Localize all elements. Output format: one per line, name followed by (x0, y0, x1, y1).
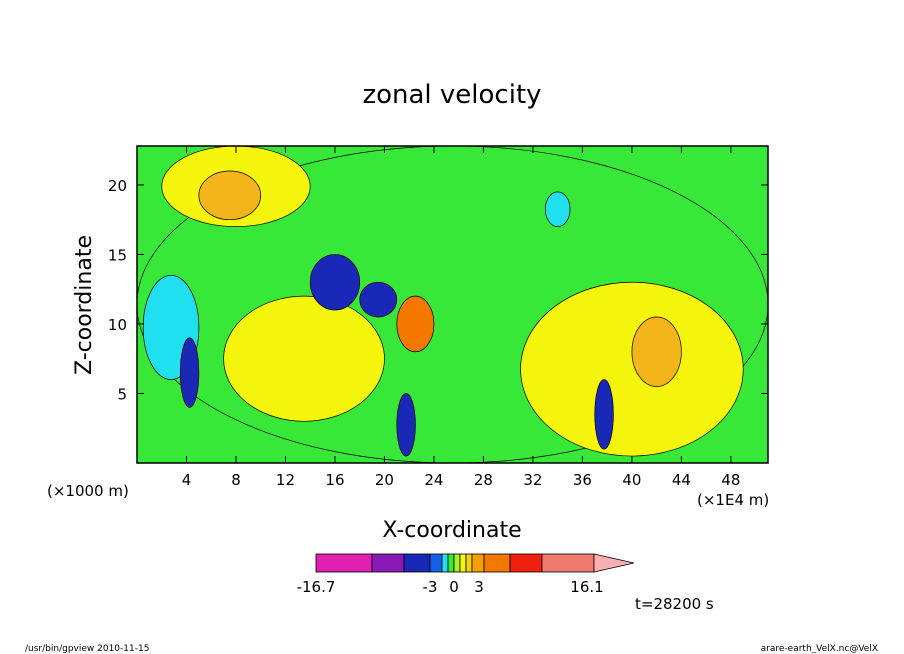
contour-region-orange (396, 295, 435, 353)
x-axis-label: X-coordinate (382, 518, 521, 543)
contour-region-yellow (520, 281, 744, 457)
chart-title: zonal velocity (362, 80, 541, 110)
x-tick-label: 48 (721, 471, 740, 489)
contour-region-light-orange (198, 170, 262, 221)
contour-regions (137, 146, 768, 463)
x-tick-label: 8 (231, 471, 241, 489)
colorbar-cell (459, 553, 467, 573)
x-tick-label: 4 (182, 471, 192, 489)
contour-region-blue (309, 254, 361, 311)
x-tick-label: 44 (672, 471, 691, 489)
plot-frame (136, 145, 769, 464)
colorbar-cell (429, 553, 443, 573)
y-tick-label: 5 (117, 385, 127, 403)
contour-region-blue (396, 393, 416, 457)
colorbar-cell (471, 553, 485, 573)
x-tick-label: 40 (622, 471, 641, 489)
colorbar-cell (465, 553, 473, 573)
contour-region-yellow (223, 295, 385, 422)
colorbar-cell (483, 553, 511, 573)
colorbar-label: 0 (449, 578, 459, 596)
colorbar-arrow (593, 553, 635, 573)
footer-left: /usr/bin/gpview 2010-11-15 (25, 644, 149, 654)
colorbar-cell (441, 553, 449, 573)
y-axis-label: Z-coordinate (72, 235, 97, 375)
colorbar-cell (315, 553, 373, 573)
contour-region-blue (594, 379, 614, 450)
colorbar-label: -3 (423, 578, 438, 596)
colorbar-cell (453, 553, 461, 573)
x-tick-label: 28 (474, 471, 493, 489)
y-tick-label: 15 (108, 246, 127, 264)
colorbar-cell (403, 553, 431, 573)
x-unit-right: (×1E4 m) (697, 491, 769, 509)
contour-region-light-orange (631, 316, 682, 387)
contour-region-blue (179, 337, 200, 408)
contour-region-cyan (544, 191, 571, 227)
y-tick-label: 20 (108, 177, 127, 195)
colorbar-label: 3 (474, 578, 484, 596)
x-axis: 4 8 12 16 20 24 28 32 36 40 44 48 (182, 146, 740, 489)
y-axis: 5 10 15 20 (108, 177, 768, 403)
x-tick-label: 12 (276, 471, 295, 489)
colorbar-cell (541, 553, 595, 573)
colorbar-labels: -16.7 -3 0 3 16.1 (297, 578, 604, 596)
contour-region-blue (359, 281, 398, 318)
x-tick-label: 32 (523, 471, 542, 489)
colorbar (315, 553, 635, 573)
colorbar-cell (371, 553, 405, 573)
x-tick-label: 24 (424, 471, 443, 489)
x-tick-label: 20 (375, 471, 394, 489)
colorbar-cell (509, 553, 543, 573)
colorbar-cell (447, 553, 455, 573)
colorbar-label: 16.1 (570, 578, 603, 596)
x-tick-label: 36 (573, 471, 592, 489)
footer-right: arare-earth_VelX.nc@VelX (761, 644, 878, 654)
time-annotation: t=28200 s (635, 595, 714, 613)
colorbar-label: -16.7 (297, 578, 336, 596)
y-tick-label: 10 (108, 316, 127, 334)
x-tick-label: 16 (325, 471, 344, 489)
x-unit-left: (×1000 m) (47, 482, 129, 500)
